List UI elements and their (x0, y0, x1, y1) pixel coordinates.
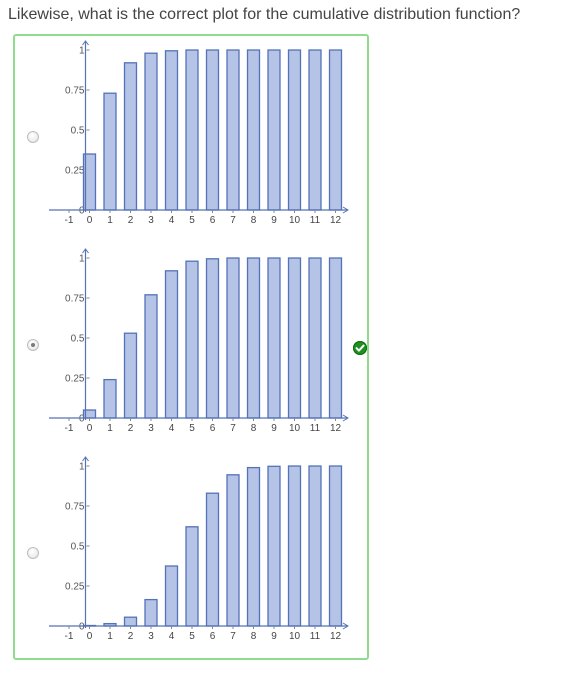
correct-check-icon (353, 341, 367, 355)
option-a-radio[interactable] (27, 131, 39, 143)
question-text: Likewise, what is the correct plot for t… (8, 6, 521, 23)
option-c-radio[interactable] (27, 547, 39, 559)
option-b-radio[interactable] (27, 339, 39, 351)
answer-options-panel (13, 34, 369, 660)
